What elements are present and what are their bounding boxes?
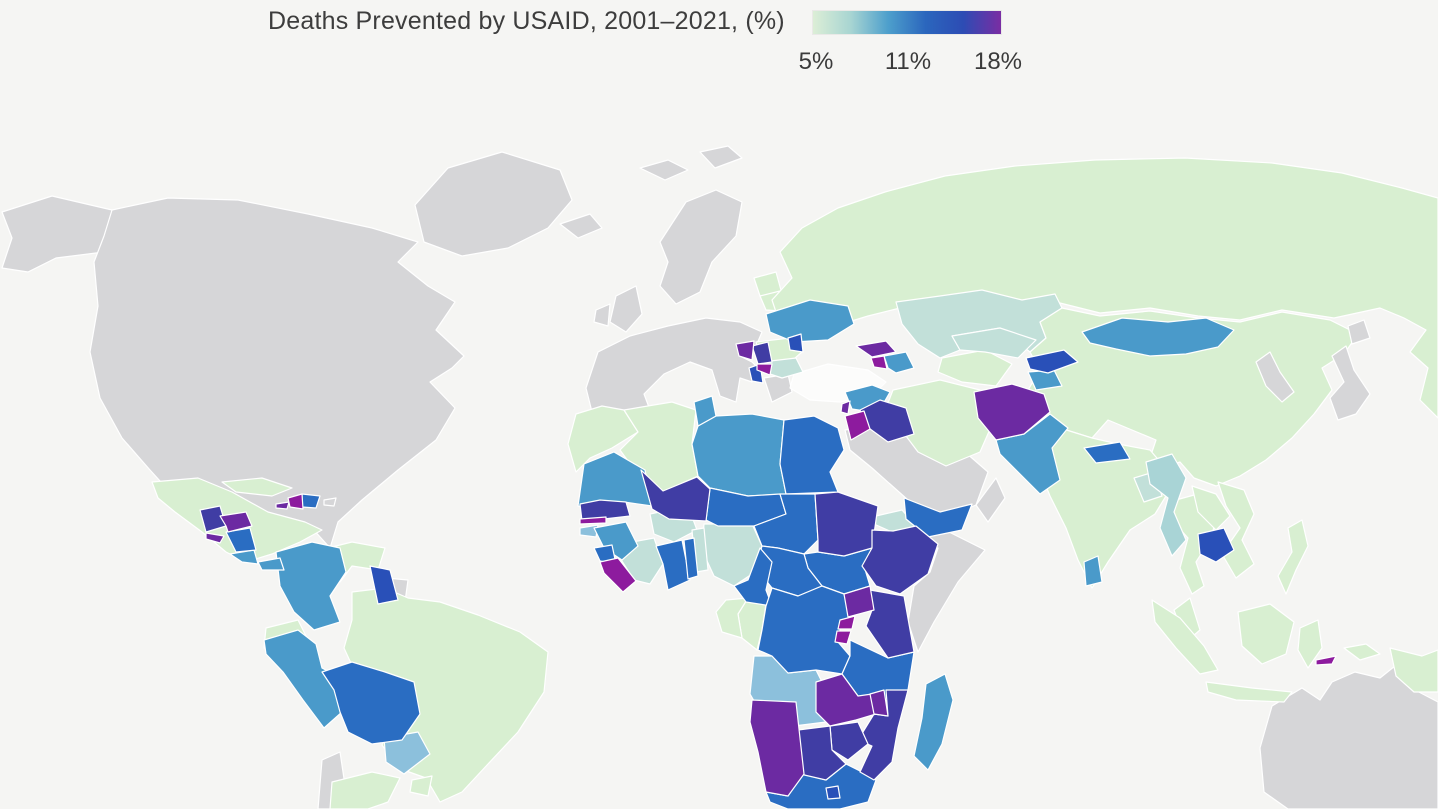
country-jordan [844,410,871,441]
country-paraguay [383,731,431,775]
country-armenia [870,355,888,370]
country-dr_congo [757,585,851,675]
country-canada_usa [89,197,465,549]
country-haiti [287,493,304,510]
country-georgia [855,340,897,358]
country-laos [1191,485,1231,531]
country-togo [683,537,699,580]
country-dominican_republic [301,493,321,509]
country-sri_lanka [1083,555,1103,587]
country-afghanistan [973,383,1051,441]
country-uganda [843,585,875,618]
country-honduras [219,511,253,533]
country-yemen [903,497,973,538]
country-lebanon [840,400,851,415]
country-el_salvador [205,532,225,544]
country-indonesia [1151,599,1381,703]
country-argentina [329,771,401,809]
country-greenland [414,151,573,257]
country-ukraine [765,299,855,343]
country-nepal [1083,441,1131,464]
country-serbia [751,341,773,365]
country-madagascar [913,673,954,771]
country-australia [1259,661,1438,809]
country-moldova [787,333,804,353]
country-arctic_islands [639,145,743,181]
country-cuba [221,477,293,497]
country-jamaica [275,501,290,510]
country-rwanda [837,615,856,630]
country-panama [257,557,285,571]
country-nicaragua [225,527,257,553]
country-timor_leste [1315,655,1337,666]
country-kosovo_macedonia [756,363,773,376]
country-colombia [275,541,347,631]
country-sudan [814,491,879,557]
country-tunisia [693,395,717,427]
country-japan [1329,319,1371,421]
country-guinea [593,521,639,561]
country-mongolia [1081,317,1235,357]
country-uruguay [409,775,433,797]
country-cambodia [1197,527,1235,563]
country-kyrgyzstan [1025,349,1079,374]
country-mali [640,469,711,522]
country-libya [691,413,787,497]
country-oman [975,477,1006,523]
country-lesotho [825,785,841,800]
country-namibia [749,699,805,797]
country-papua_new_guinea [1389,647,1438,693]
country-liberia [599,557,637,593]
country-myanmar [1145,453,1187,557]
country-morocco [567,405,639,473]
country-uk_ireland [593,285,643,333]
country-kenya [865,589,915,659]
country-uzbekistan [951,327,1037,359]
country-pakistan [995,413,1069,495]
country-gambia [579,516,607,525]
country-europe_main [585,317,763,417]
country-guyana [369,565,399,605]
country-azerbaijan [883,351,915,374]
country-ghana [655,539,691,591]
country-bosnia [735,340,755,361]
country-burundi [834,630,852,645]
country-iceland [559,213,603,239]
country-greece [763,373,793,403]
country-korea [1255,351,1295,403]
country-egypt [779,415,845,495]
country-ethiopia [861,525,939,595]
country-malawi [869,689,889,717]
country-somalia [907,529,986,653]
country-puerto_rico [323,497,337,507]
country-bolivia [321,661,421,745]
country-scandinavia [659,189,743,305]
country-philippines [1277,519,1309,595]
